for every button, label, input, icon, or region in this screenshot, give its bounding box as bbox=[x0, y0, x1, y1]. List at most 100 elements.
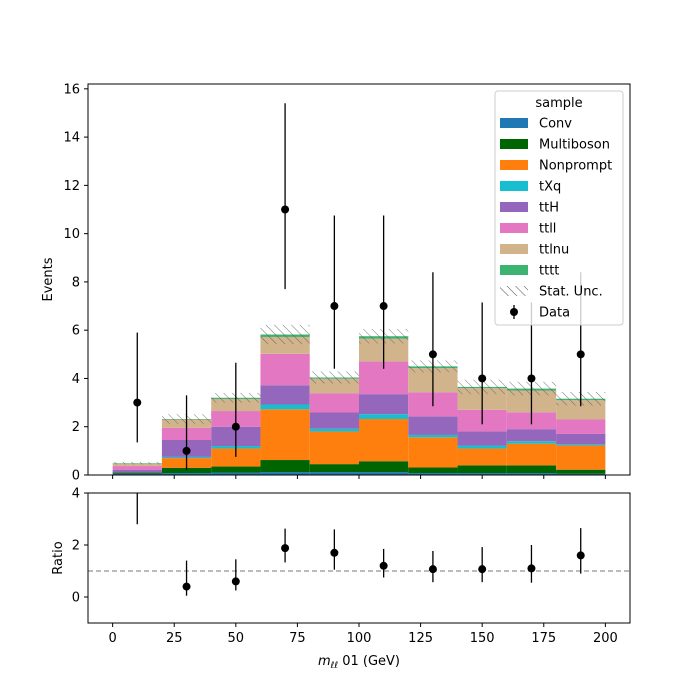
bar-nonprompt-bin-6 bbox=[408, 437, 458, 468]
bar-multiboson-bin-8 bbox=[506, 465, 557, 474]
stat-unc-band-bin-4 bbox=[309, 371, 359, 384]
y-tick-label: 2 bbox=[72, 420, 80, 435]
bar-multiboson-bin-5 bbox=[359, 461, 409, 473]
data-points bbox=[133, 103, 585, 471]
x-tick-label: 75 bbox=[289, 631, 306, 646]
x-tick-label: 150 bbox=[470, 631, 495, 646]
legend-title: sample bbox=[535, 96, 582, 111]
legend-swatch-nonprompt bbox=[500, 160, 528, 170]
stat-unc-band-bin-3 bbox=[260, 324, 310, 345]
legend-label-data: Data bbox=[539, 306, 570, 321]
bar-nonprompt-bin-7 bbox=[457, 448, 507, 466]
bar-tth-bin-3 bbox=[260, 385, 310, 405]
legend-swatch-txq bbox=[500, 181, 528, 191]
legend: sample Conv Multiboson Nonprompt tXq ttH ttll… bbox=[494, 90, 624, 326]
legend-swatch-ttlnu bbox=[500, 244, 528, 254]
bar-tth-bin-4 bbox=[309, 412, 359, 429]
main-panel: 0 2 4 6 8 10 12 14 16 Events sample Conv Multibos… bbox=[41, 82, 631, 484]
bar-ttll-bin-3 bbox=[260, 353, 310, 386]
ratio-point-4 bbox=[330, 548, 339, 557]
bar-tth-bin-0 bbox=[112, 469, 162, 473]
ratio-y-tick-label: 0 bbox=[72, 591, 80, 606]
bar-ttll-bin-0 bbox=[112, 466, 162, 470]
bar-multiboson-bin-7 bbox=[457, 465, 507, 474]
x-tick-label: 50 bbox=[228, 631, 245, 646]
y-tick-label: 14 bbox=[63, 131, 80, 146]
ratio-x-ticks: 0 25 50 75 100 125 150 175 200 bbox=[108, 623, 618, 646]
legend-items: Conv Multiboson Nonprompt tXq ttH ttll ttlnu tt… bbox=[500, 117, 612, 321]
y-tick-label: 10 bbox=[63, 227, 80, 242]
bar-conv-bin-5 bbox=[359, 472, 409, 475]
legend-label-stat-unc-: Stat. Unc. bbox=[539, 285, 603, 300]
legend-swatch-ttll bbox=[500, 223, 528, 233]
bar-tth-bin-5 bbox=[359, 394, 409, 415]
y-tick-label: 8 bbox=[72, 275, 80, 290]
legend-swatch-multiboson bbox=[500, 139, 528, 149]
ratio-point-2 bbox=[231, 577, 240, 586]
bar-conv-bin-6 bbox=[408, 473, 458, 475]
stacked-bars bbox=[112, 334, 606, 475]
bar-txq-bin-3 bbox=[260, 404, 310, 410]
main-y-axis-label: Events bbox=[41, 257, 56, 301]
bar-tth-bin-6 bbox=[408, 416, 458, 435]
legend-swatch-conv bbox=[500, 118, 528, 128]
ratio-points bbox=[136, 493, 585, 596]
ratio-point-5 bbox=[379, 561, 388, 570]
bar-ttll-bin-4 bbox=[309, 393, 359, 413]
bar-txq-bin-4 bbox=[309, 428, 359, 432]
x-tick-label: 200 bbox=[593, 631, 618, 646]
legend-swatch-tttt bbox=[500, 265, 528, 275]
data-point-3 bbox=[281, 205, 290, 214]
ratio-point-8 bbox=[527, 564, 536, 573]
legend-label-tttt: tttt bbox=[539, 264, 559, 279]
x-tick-label: 25 bbox=[166, 631, 183, 646]
stat-unc-band-bin-0 bbox=[112, 461, 162, 465]
bar-conv-bin-0 bbox=[112, 473, 162, 475]
x-tick-label: 125 bbox=[408, 631, 433, 646]
y-tick-label: 16 bbox=[63, 82, 80, 97]
bar-nonprompt-bin-8 bbox=[506, 443, 557, 466]
bar-conv-bin-9 bbox=[556, 473, 606, 475]
main-y-ticks: 0 2 4 6 8 10 12 14 16 bbox=[63, 82, 88, 484]
legend-swatch-stat-unc bbox=[500, 286, 528, 296]
y-tick-label: 6 bbox=[72, 324, 80, 339]
ratio-point-9 bbox=[576, 551, 585, 560]
data-point-7 bbox=[478, 374, 487, 383]
y-tick-label: 12 bbox=[63, 179, 80, 194]
ratio-y-axis-label: Ratio bbox=[51, 541, 66, 574]
legend-label-txq: tXq bbox=[539, 180, 561, 195]
legend-label-nonprompt: Nonprompt bbox=[539, 159, 612, 174]
x-axis-label: mℓℓ 01 (GeV) bbox=[318, 654, 400, 671]
bar-nonprompt-bin-3 bbox=[260, 409, 310, 461]
y-tick-label: 4 bbox=[72, 372, 80, 387]
main-x-ticks bbox=[112, 475, 606, 479]
bar-multiboson-bin-3 bbox=[260, 460, 310, 473]
bar-multiboson-bin-6 bbox=[408, 467, 458, 474]
bar-ttll-bin-9 bbox=[556, 419, 606, 434]
bar-nonprompt-bin-2 bbox=[211, 448, 261, 467]
data-point-4 bbox=[330, 302, 339, 311]
bar-multiboson-bin-4 bbox=[309, 464, 359, 473]
bar-tth-bin-7 bbox=[457, 431, 507, 446]
bar-tth-bin-9 bbox=[556, 433, 606, 445]
ratio-point-3 bbox=[281, 544, 290, 553]
bar-multiboson-bin-0 bbox=[112, 472, 162, 474]
legend-label-conv: Conv bbox=[539, 117, 572, 132]
bar-txq-bin-7 bbox=[457, 445, 507, 449]
data-point-5 bbox=[379, 302, 388, 311]
ratio-y-tick-label: 4 bbox=[72, 487, 80, 502]
data-point-1 bbox=[182, 446, 191, 455]
bar-conv-bin-8 bbox=[506, 473, 557, 475]
legend-marker-data bbox=[510, 308, 518, 316]
bar-multiboson-bin-2 bbox=[211, 466, 261, 473]
bar-multiboson-bin-9 bbox=[556, 469, 606, 474]
y-tick-label: 0 bbox=[72, 469, 80, 484]
bar-conv-bin-7 bbox=[457, 473, 507, 475]
ratio-point-1 bbox=[182, 582, 191, 591]
bar-multiboson-bin-1 bbox=[161, 467, 212, 474]
ratio-point-7 bbox=[478, 565, 487, 574]
bar-conv-bin-2 bbox=[211, 472, 261, 475]
legend-label-ttll: ttll bbox=[539, 222, 556, 237]
data-point-6 bbox=[428, 350, 437, 359]
bar-nonprompt-bin-5 bbox=[359, 419, 409, 462]
